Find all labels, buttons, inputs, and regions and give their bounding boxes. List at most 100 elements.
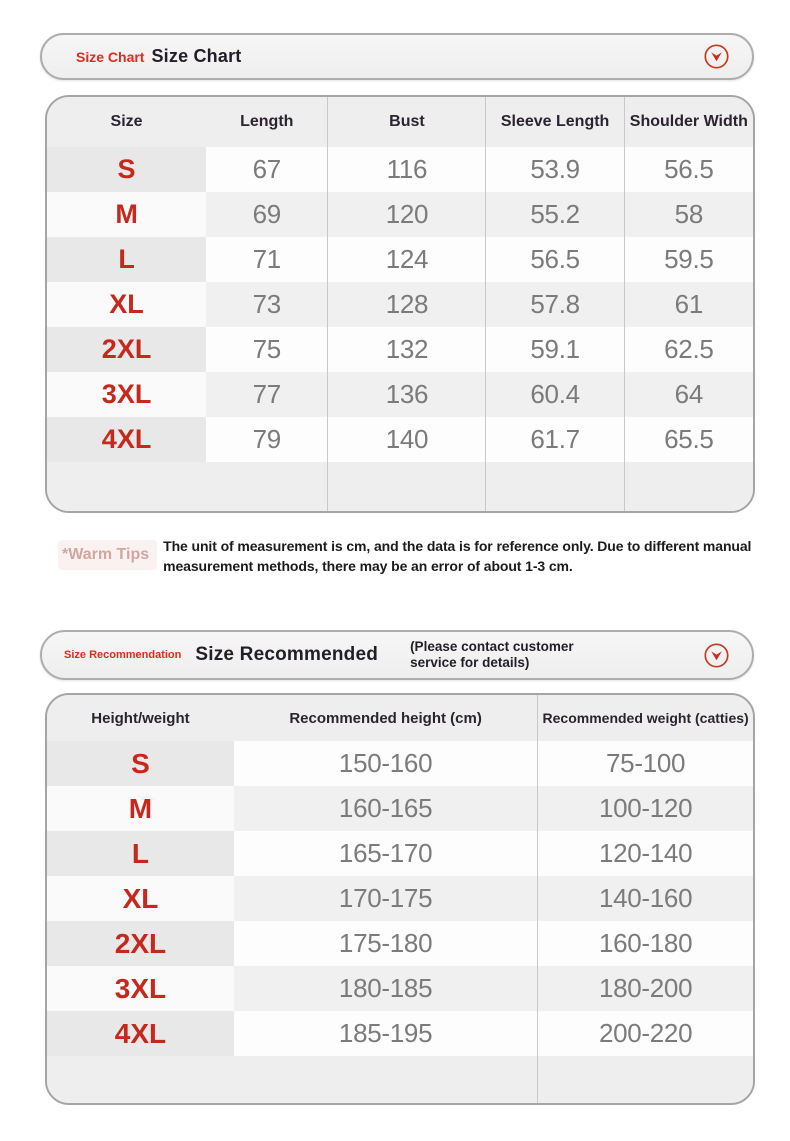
cell-value: 62.5 [623, 327, 753, 372]
size-label: 2XL [47, 327, 207, 372]
cell-value: 67 [206, 147, 328, 192]
size-recommendation-table: Height/weight Recommended height (cm) Reco… [45, 693, 755, 1105]
cell-value: 59.1 [485, 327, 624, 372]
size-label: 2XL [47, 921, 234, 966]
table-row: 4XL 79 140 61.7 65.5 [47, 417, 753, 462]
cell-value: 64 [623, 372, 753, 417]
table-row: L 165-170 120-140 [47, 831, 753, 876]
empty-cell [47, 462, 207, 511]
column-header: Sleeve Length [485, 97, 624, 147]
table-row: M 160-165 100-120 [47, 786, 753, 831]
table-row: XL 170-175 140-160 [47, 876, 753, 921]
cell-value: 175-180 [233, 921, 538, 966]
table-header-row: Height/weight Recommended height (cm) Reco… [47, 695, 753, 741]
cell-value: 79 [206, 417, 328, 462]
cell-value: 59.5 [623, 237, 753, 282]
cell-value: 140-160 [537, 876, 753, 921]
size-label: S [47, 147, 207, 192]
cell-value: 140 [327, 417, 486, 462]
size-label: S [47, 741, 234, 786]
column-header: Size [47, 97, 207, 147]
cell-value: 150-160 [233, 741, 538, 786]
table-row: 3XL 77 136 60.4 64 [47, 372, 753, 417]
cell-value: 75 [206, 327, 328, 372]
cell-value: 75-100 [537, 741, 753, 786]
cell-value: 160-180 [537, 921, 753, 966]
size-label: 3XL [47, 966, 234, 1011]
empty-cell [233, 1056, 538, 1103]
size-label: 3XL [47, 372, 207, 417]
cell-value: 165-170 [233, 831, 538, 876]
cell-value: 61 [623, 282, 753, 327]
chevron-down-icon[interactable] [703, 642, 730, 669]
chevron-down-icon[interactable] [703, 43, 730, 70]
cell-value: 180-200 [537, 966, 753, 1011]
size-chart-title: Size Chart [151, 46, 242, 66]
warm-tips: *Warm Tips The unit of measurement is cm… [58, 536, 763, 577]
size-chart-tag: Size Chart [76, 48, 145, 65]
cell-value: 55.2 [485, 192, 624, 237]
empty-cell [206, 462, 328, 511]
warm-tips-text: The unit of measurement is cm, and the d… [163, 538, 752, 575]
size-label: L [47, 237, 207, 282]
empty-cell [327, 462, 486, 511]
table-row: XL 73 128 57.8 61 [47, 282, 753, 327]
size-recommendation-tag: Size Recommendation [64, 649, 182, 661]
cell-value: 56.5 [623, 147, 753, 192]
cell-value: 124 [327, 237, 486, 282]
table-row: 2XL 175-180 160-180 [47, 921, 753, 966]
cell-value: 132 [327, 327, 486, 372]
cell-value: 116 [327, 147, 486, 192]
empty-cell [485, 462, 624, 511]
cell-value: 69 [206, 192, 328, 237]
cell-value: 53.9 [485, 147, 624, 192]
cell-value: 56.5 [485, 237, 624, 282]
size-chart-section-header[interactable]: Size Chart Size Chart [40, 33, 754, 80]
cell-value: 136 [327, 372, 486, 417]
cell-value: 120-140 [537, 831, 753, 876]
cell-value: 73 [206, 282, 328, 327]
empty-cell [47, 1056, 234, 1103]
size-recommendation-title: Size Recommended [195, 644, 379, 665]
table-row: L 71 124 56.5 59.5 [47, 237, 753, 282]
cell-value: 160-165 [233, 786, 538, 831]
column-header: Height/weight [47, 695, 234, 741]
column-header: Length [206, 97, 328, 147]
cell-value: 100-120 [537, 786, 753, 831]
cell-value: 60.4 [485, 372, 624, 417]
size-label: XL [47, 876, 234, 921]
size-recommendation-subtitle: (Please contact customer service for det… [410, 638, 574, 670]
cell-value: 65.5 [623, 417, 753, 462]
size-label: L [47, 831, 234, 876]
size-label: XL [47, 282, 207, 327]
size-label: M [47, 192, 207, 237]
column-header: Shoulder Width [623, 97, 753, 147]
column-header: Recommended height (cm) [233, 695, 538, 741]
table-row: S 67 116 53.9 56.5 [47, 147, 753, 192]
table-row: 4XL 185-195 200-220 [47, 1011, 753, 1056]
cell-value: 180-185 [233, 966, 538, 1011]
size-label: M [47, 786, 234, 831]
size-label: 4XL [47, 417, 207, 462]
cell-value: 57.8 [485, 282, 624, 327]
cell-value: 58 [623, 192, 753, 237]
column-header: Bust [327, 97, 486, 147]
column-header: Recommended weight (catties) [537, 695, 753, 741]
table-filler-row [47, 1056, 753, 1103]
cell-value: 200-220 [537, 1011, 753, 1056]
size-recommendation-section-header[interactable]: Size Recommendation Size Recommended (Pl… [40, 630, 754, 680]
cell-value: 120 [327, 192, 486, 237]
table-row: 3XL 180-185 180-200 [47, 966, 753, 1011]
size-chart-table: Size Length Bust Sleeve Length Shoulder Widt… [45, 95, 755, 513]
cell-value: 61.7 [485, 417, 624, 462]
table-row: 2XL 75 132 59.1 62.5 [47, 327, 753, 372]
table-row: M 69 120 55.2 58 [47, 192, 753, 237]
size-label: 4XL [47, 1011, 234, 1056]
table-header-row: Size Length Bust Sleeve Length Shoulder Widt… [47, 97, 753, 147]
cell-value: 77 [206, 372, 328, 417]
table-row: S 150-160 75-100 [47, 741, 753, 786]
cell-value: 128 [327, 282, 486, 327]
cell-value: 71 [206, 237, 328, 282]
empty-cell [623, 462, 753, 511]
